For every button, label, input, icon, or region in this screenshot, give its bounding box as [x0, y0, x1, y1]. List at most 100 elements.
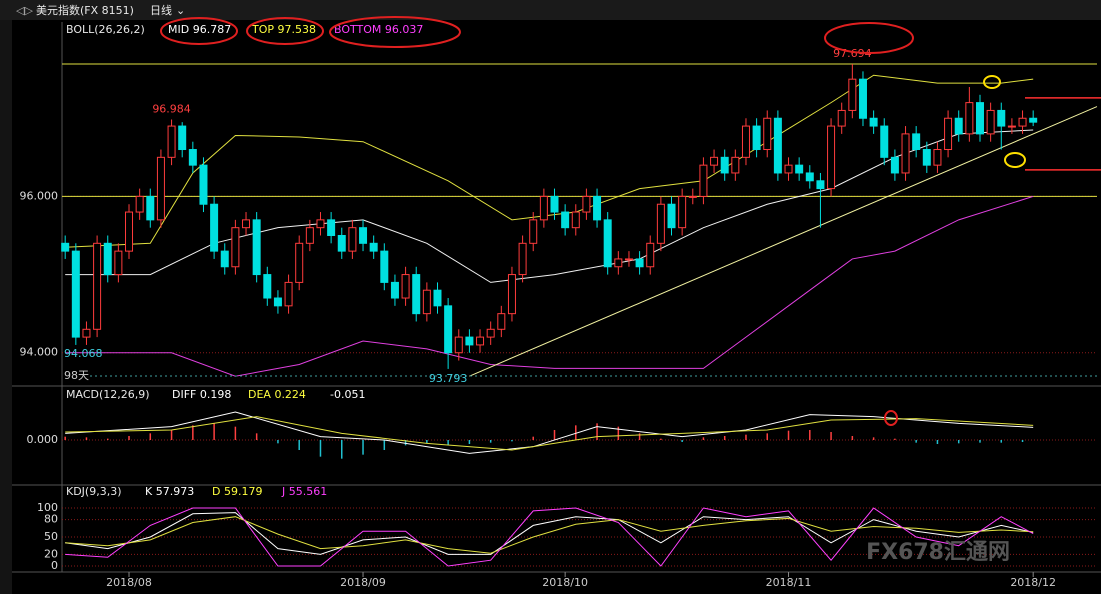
kdj-line: [65, 507, 1034, 567]
candle-body: [614, 258, 623, 268]
candle-body: [295, 242, 304, 283]
candle-body: [827, 125, 836, 190]
legend-entry: K 57.973: [145, 485, 194, 498]
x-tick-label: 2018/09: [340, 576, 386, 589]
highlight: [824, 22, 914, 54]
macd-line: [65, 411, 1034, 454]
candle-body: [348, 227, 357, 252]
candle-body: [273, 297, 282, 307]
candle-body: [603, 219, 612, 268]
price-annotation: 93.793: [429, 372, 468, 385]
trend-line: [469, 106, 1098, 377]
candle-body: [178, 125, 187, 151]
candle-body: [986, 109, 995, 135]
candle-body: [422, 289, 431, 315]
top-bar: [0, 0, 1101, 20]
candle-body: [816, 180, 825, 190]
y-tick-label: 100: [37, 501, 58, 514]
candle-body: [412, 274, 421, 315]
candle-body: [805, 172, 814, 182]
candle-body: [784, 164, 793, 174]
candle-body: [741, 125, 750, 158]
candle-body: [635, 258, 644, 268]
candle-body: [773, 117, 782, 174]
legend-entry: DEA 0.224: [248, 388, 306, 401]
highlight: [160, 17, 238, 45]
candle-body: [82, 328, 91, 338]
candle-body: [433, 289, 442, 307]
candle-body: [1029, 117, 1038, 123]
candle-body: [1007, 125, 1016, 128]
kdj-line: [65, 512, 1034, 555]
candle-body: [954, 117, 963, 135]
highlight: [329, 16, 461, 48]
candle-body: [125, 211, 134, 252]
candle-body: [497, 313, 506, 330]
x-tick-label: 2018/12: [1010, 576, 1056, 589]
candle-body: [997, 109, 1006, 127]
period-arrow[interactable]: ⌄: [176, 4, 185, 17]
candle-body: [582, 195, 591, 213]
legend-entry: -0.051: [330, 388, 365, 401]
candle-body: [667, 203, 676, 229]
boll-line: [65, 195, 1034, 377]
candle-body: [646, 242, 655, 268]
candle-body: [858, 78, 867, 119]
candle-body: [571, 211, 580, 229]
candle-body: [880, 125, 889, 158]
candle-body: [752, 125, 761, 151]
candle-body: [263, 274, 272, 299]
plot: BOLL(26,26,2) MID 96.787 TOP 97.538 BOTTOM …: [12, 22, 1101, 589]
candle-body: [114, 250, 123, 276]
candle-body: [454, 336, 463, 354]
y-tick-label: 20: [44, 547, 58, 560]
candle-body: [103, 242, 112, 276]
period[interactable]: 日线: [150, 3, 172, 17]
highlight: [246, 17, 324, 45]
candle-body: [795, 164, 804, 174]
candle-body: [71, 250, 80, 338]
legend-entry: BOLL(26,26,2): [66, 23, 145, 36]
side-bar: [0, 20, 12, 594]
candle-body: [529, 219, 538, 244]
instrument-title: 美元指数(FX 8151): [36, 3, 134, 17]
x-tick-label: 2018/08: [106, 576, 152, 589]
candle-body: [316, 219, 325, 229]
candle-body: [731, 156, 740, 174]
candle-body: [912, 133, 921, 151]
candle-body: [284, 281, 293, 307]
candle-body: [965, 102, 974, 135]
candle-body: [922, 149, 931, 166]
candle-body: [561, 211, 570, 229]
price-annotation: 96.984: [152, 103, 191, 116]
highlight: [884, 410, 898, 426]
candle-body: [933, 149, 942, 166]
y-tick-label: 96.000: [20, 189, 59, 202]
candle-body: [210, 203, 219, 252]
candle-body: [61, 242, 70, 252]
candle-body: [93, 242, 102, 330]
legend-entry: DIFF 0.198: [172, 388, 231, 401]
candle-body: [678, 195, 687, 229]
candle-body: [837, 109, 846, 127]
candle-body: [444, 305, 453, 354]
candle-body: [1018, 117, 1027, 127]
nav-icon[interactable]: ◁▷: [16, 4, 33, 17]
candle-body: [848, 78, 857, 111]
y-tick-label: 0: [51, 559, 58, 572]
candle-body: [135, 195, 144, 213]
candle-body: [252, 219, 261, 276]
candle-body: [305, 227, 314, 244]
candle-body: [869, 117, 878, 127]
candle-body: [476, 336, 485, 346]
candle-body: [901, 133, 910, 174]
candle-body: [401, 274, 410, 299]
price-note: 94.068: [64, 347, 103, 360]
legend-entry: MID 96.787: [168, 23, 231, 36]
candle-body: [975, 102, 984, 135]
watermark: FX678汇通网: [866, 540, 1010, 565]
candle-body: [369, 242, 378, 252]
macd-line: [65, 416, 1034, 451]
